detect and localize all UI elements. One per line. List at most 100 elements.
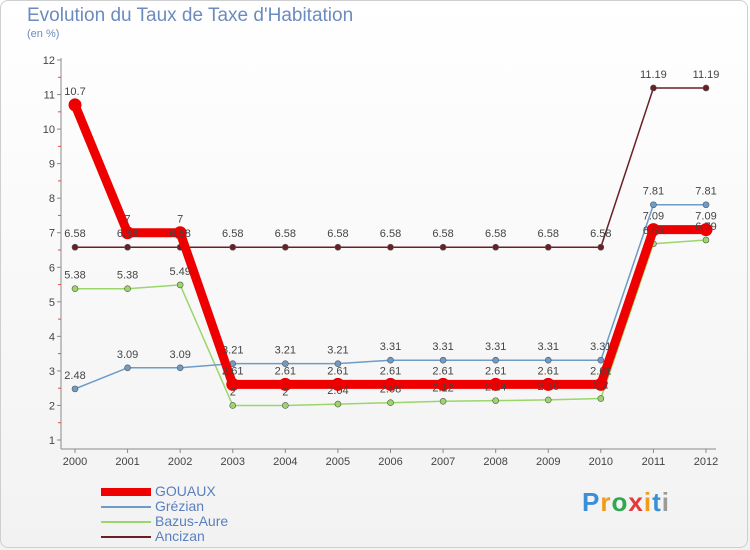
data-label-gouaux: 7 <box>177 214 183 226</box>
data-label-gouaux: 10.7 <box>64 86 85 98</box>
data-point-bazus-aure <box>387 399 394 406</box>
data-point-gouaux <box>489 377 503 391</box>
data-point-bazus-aure <box>492 397 499 404</box>
legend-label-grezian: Grézian <box>155 498 205 514</box>
data-point-ancizan <box>650 84 657 92</box>
data-point-grezian <box>387 356 394 364</box>
data-label-ancizan: 6.58 <box>590 228 611 240</box>
legend-label-ancizan: Ancizan <box>155 528 205 544</box>
data-point-bazus-aure <box>597 395 605 402</box>
legend-swatch-gouaux <box>101 488 151 496</box>
x-tick-label: 2009 <box>536 456 560 468</box>
data-point-gouaux <box>226 377 240 391</box>
data-label-ancizan: 6.58 <box>485 228 506 240</box>
logo-letter: i <box>661 487 670 517</box>
data-point-grezian <box>597 356 605 364</box>
x-tick-label: 2006 <box>378 456 402 468</box>
data-label-bazus-aure: 6.79 <box>695 221 716 233</box>
legend-swatch-ancizan <box>101 536 151 538</box>
data-point-grezian <box>71 385 79 393</box>
data-point-gouaux <box>384 377 397 391</box>
data-label-ancizan: 11.19 <box>640 69 667 81</box>
data-point-gouaux <box>68 98 82 112</box>
data-point-grezian <box>650 201 657 209</box>
data-label-gouaux: 7.09 <box>643 211 664 223</box>
data-point-ancizan <box>544 243 552 251</box>
y-tick-label: 6 <box>49 262 55 274</box>
data-label-gouaux: 2.61 <box>485 365 506 377</box>
chart-subtitle: (en %) <box>27 28 60 40</box>
data-point-ancizan <box>71 243 79 251</box>
data-label-gouaux: 7.09 <box>695 211 716 223</box>
data-point-ancizan <box>492 243 499 251</box>
x-tick-label: 2010 <box>589 456 613 468</box>
x-tick-label: 2007 <box>431 456 455 468</box>
x-tick-label: 2002 <box>168 456 192 468</box>
data-label-bazus-aure: 2.04 <box>327 385 348 397</box>
y-tick-label: 7 <box>49 228 55 240</box>
data-label-bazus-aure: 6.68 <box>643 225 664 237</box>
y-tick-label: 2 <box>49 400 55 412</box>
data-point-gouaux <box>121 226 135 240</box>
data-point-ancizan <box>439 243 447 251</box>
legend-swatch-bazus-aure <box>101 521 151 523</box>
data-label-bazus-aure: 5.49 <box>169 266 190 278</box>
data-point-bazus-aure <box>71 285 79 292</box>
data-point-bazus-aure <box>702 236 710 244</box>
data-label-grezian: 3.21 <box>327 345 348 357</box>
y-tick-label: 11 <box>44 90 55 102</box>
legend-label-gouaux: GOUAUX <box>155 483 216 499</box>
data-label-ancizan: 11.19 <box>693 69 720 81</box>
data-label-bazus-aure: 2 <box>230 386 236 398</box>
x-tick-label: 2005 <box>326 456 350 468</box>
logo-letter: t <box>652 487 662 517</box>
data-label-grezian: 3.31 <box>432 341 453 353</box>
data-point-grezian <box>334 360 342 367</box>
data-label-grezian: 3.09 <box>117 349 138 361</box>
legend-swatch-grezian <box>101 506 151 508</box>
data-point-ancizan <box>387 243 394 251</box>
data-label-grezian: 7.81 <box>643 186 664 198</box>
data-label-ancizan: 6.58 <box>222 228 243 240</box>
data-label-gouaux: 2.61 <box>590 365 611 377</box>
data-label-bazus-aure: 2.12 <box>432 382 453 394</box>
data-label-ancizan: 6.58 <box>327 228 348 240</box>
x-tick-label: 2000 <box>63 456 87 468</box>
data-label-ancizan: 6.58 <box>538 228 559 240</box>
data-point-ancizan <box>597 243 605 251</box>
data-label-gouaux: 2.61 <box>432 365 453 377</box>
proxiti-logo: Proxiti <box>582 487 670 518</box>
data-label-ancizan: 6.58 <box>169 228 190 240</box>
legend-label-bazus-aure: Bazus-Aure <box>155 513 229 529</box>
data-point-grezian <box>439 356 447 364</box>
data-point-ancizan <box>229 243 237 251</box>
data-label-ancizan: 6.58 <box>117 228 138 240</box>
data-point-gouaux <box>699 223 713 237</box>
x-tick-label: 2012 <box>694 456 718 468</box>
y-tick-label: 12 <box>43 55 55 67</box>
data-point-bazus-aure <box>229 402 237 409</box>
data-point-bazus-aure <box>282 402 289 409</box>
data-point-ancizan <box>124 243 131 251</box>
data-point-grezian <box>176 364 184 372</box>
data-label-grezian: 3.21 <box>275 345 296 357</box>
y-tick-label: 4 <box>49 331 55 343</box>
chart-title: Evolution du Taux de Taxe d'Habitation <box>27 5 354 26</box>
data-label-gouaux: 2.61 <box>327 365 348 377</box>
series-line-ancizan <box>75 87 706 248</box>
data-label-ancizan: 6.58 <box>64 228 85 240</box>
logo-letter: i <box>643 487 653 517</box>
data-label-grezian: 3.21 <box>222 345 243 357</box>
data-point-bazus-aure <box>544 396 552 404</box>
data-point-grezian <box>492 356 499 364</box>
data-label-grezian: 7.81 <box>695 186 716 198</box>
data-point-grezian <box>124 364 131 372</box>
data-label-bazus-aure: 2 <box>282 386 288 398</box>
data-label-bazus-aure: 2.2 <box>593 380 608 392</box>
data-label-bazus-aure: 2.08 <box>380 384 401 396</box>
data-point-grezian <box>282 360 289 367</box>
data-point-gouaux <box>541 377 555 391</box>
data-point-gouaux <box>173 226 187 240</box>
logo-letter: r <box>600 487 612 517</box>
